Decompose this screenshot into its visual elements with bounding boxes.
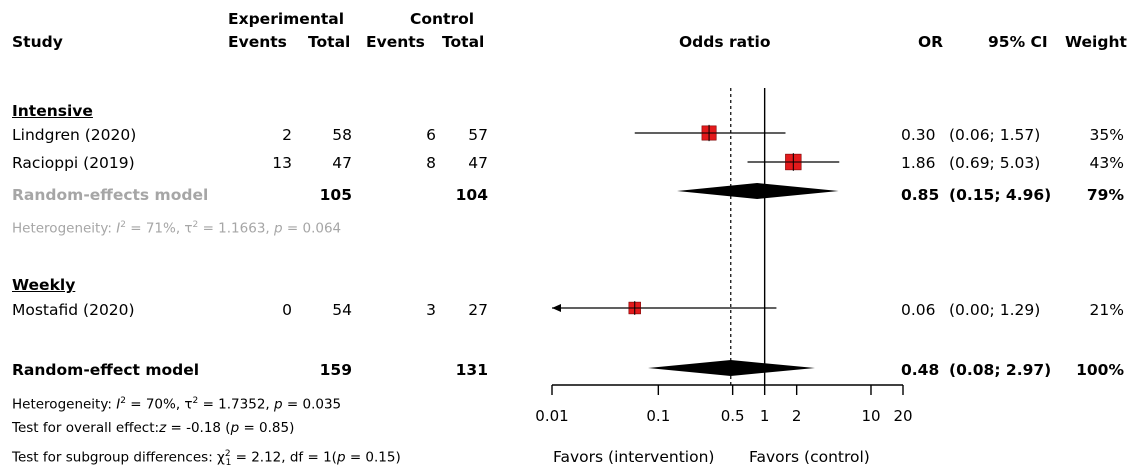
ci-value: (0.15; 4.96)	[949, 186, 1052, 204]
ctl-events: 6	[426, 126, 436, 144]
ci-value: (0.06; 1.57)	[949, 126, 1041, 144]
ctl-total: 57	[468, 126, 488, 144]
or-value: 0.85	[901, 186, 940, 204]
heterogeneity-tau2: = 1.1663	[202, 220, 266, 237]
header-odds-ratio: Odds ratio	[679, 33, 771, 51]
model-name: Random-effects model	[12, 186, 209, 204]
test-subgroup-differences: Test for subgroup differences: χ21 = 2.1…	[12, 449, 401, 469]
or-value: 0.06	[901, 301, 936, 319]
test-overall-prefix: Test for overall effect:	[12, 420, 160, 436]
x-tick-label: 0.5	[721, 407, 745, 425]
exp-total: 54	[332, 301, 352, 319]
header-ci: 95% CI	[988, 33, 1048, 51]
header-ctl-total: Total	[442, 33, 485, 51]
exp-total: 159	[319, 361, 352, 379]
test-subgroup-prefix: Test for subgroup differences:	[12, 449, 213, 466]
ci-value: (0.69; 5.03)	[949, 154, 1041, 172]
weight-value: 43%	[1089, 154, 1124, 172]
ctl-total: 27	[468, 301, 488, 319]
header-or: OR	[918, 33, 944, 51]
header-control: Control	[410, 10, 475, 28]
exp-events: 0	[282, 301, 292, 319]
ctl-total: 47	[468, 154, 488, 172]
study-name: Lindgren (2020)	[12, 126, 137, 144]
group-title: Intensive	[12, 102, 93, 120]
model-diamond	[648, 360, 815, 376]
heterogeneity-text: Heterogeneity: I2 = 70%, τ2 = 1.7352, p …	[12, 396, 342, 413]
heterogeneity-p: = 0.035	[286, 396, 342, 413]
or-value: 0.48	[901, 361, 940, 379]
study-name: Mostafid (2020)	[12, 301, 135, 319]
ci-arrow-left	[552, 304, 561, 312]
heterogeneity-p: = 0.064	[286, 220, 342, 237]
x-tick-label: 0.1	[646, 407, 670, 425]
exp-events: 13	[272, 154, 292, 172]
ci-value: (0.08; 2.97)	[949, 361, 1052, 379]
exp-total: 47	[332, 154, 352, 172]
ctl-total: 104	[455, 186, 488, 204]
test-subgroup-chi: = 2.12, df = 1(	[235, 449, 337, 466]
exp-events: 2	[282, 126, 292, 144]
heterogeneity-text: Heterogeneity: I2 = 71%, τ2 = 1.1663, p …	[12, 220, 342, 237]
x-tick-label: 0.01	[535, 407, 568, 425]
header-exp-total: Total	[308, 33, 351, 51]
favors-intervention-label: Favors (intervention)	[553, 448, 715, 466]
favors-control-label: Favors (control)	[749, 448, 870, 466]
exp-total: 58	[332, 126, 352, 144]
x-tick-label: 10	[861, 407, 880, 425]
ctl-events: 3	[426, 301, 436, 319]
heterogeneity-prefix: Heterogeneity:	[12, 396, 112, 413]
x-tick-label: 2	[792, 407, 802, 425]
group-title: Weekly	[12, 276, 76, 294]
header-exp-events: Events	[228, 33, 287, 51]
test-overall-effect: Test for overall effect:z = -0.18 (p = 0…	[12, 420, 295, 436]
ci-value: (0.00; 1.29)	[949, 301, 1041, 319]
header-ctl-events: Events	[366, 33, 425, 51]
weight-value: 100%	[1076, 361, 1124, 379]
test-overall-p: = 0.85)	[243, 420, 295, 436]
exp-total: 105	[319, 186, 352, 204]
header-weight: Weight	[1065, 33, 1127, 51]
weight-value: 21%	[1089, 301, 1124, 319]
x-tick-label: 20	[893, 407, 912, 425]
heterogeneity-prefix: Heterogeneity:	[12, 220, 112, 237]
test-subgroup-p: = 0.15)	[349, 449, 401, 466]
study-name: Racioppi (2019)	[12, 154, 135, 172]
test-overall-z: = -0.18 (	[170, 420, 231, 436]
header-study: Study	[12, 33, 63, 51]
weight-value: 35%	[1089, 126, 1124, 144]
x-tick-label: 1	[760, 407, 770, 425]
heterogeneity-tau2: = 1.7352	[202, 396, 266, 413]
ctl-total: 131	[455, 361, 488, 379]
heterogeneity-i2: = 71%	[130, 220, 176, 237]
or-value: 0.30	[901, 126, 936, 144]
or-value: 1.86	[901, 154, 936, 172]
model-name: Random-effect model	[12, 361, 200, 379]
model-diamond	[677, 183, 839, 199]
heterogeneity-i2: = 70%	[130, 396, 176, 413]
ctl-events: 8	[426, 154, 436, 172]
header-experimental: Experimental	[228, 10, 345, 28]
weight-value: 79%	[1086, 186, 1124, 204]
